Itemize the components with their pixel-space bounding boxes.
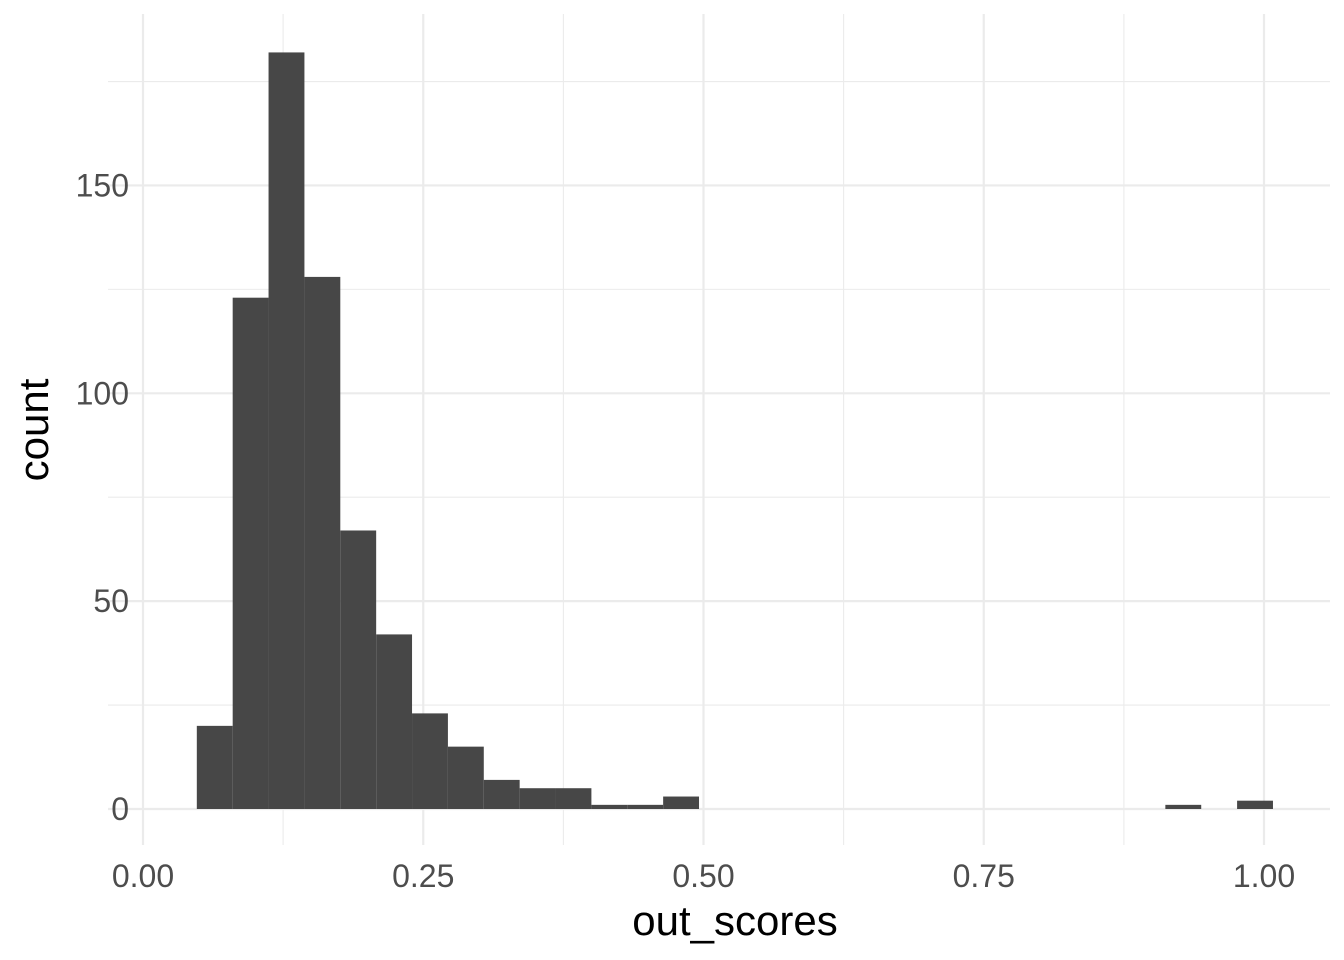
x-axis-title: out_scores [632,897,837,944]
histogram-bar [1165,804,1202,809]
major-gridlines-x [141,14,1266,845]
histogram-bar [663,796,700,809]
histogram-bar [268,52,305,809]
histogram-bar [555,788,592,809]
histogram-bar [232,297,269,809]
histogram-bar [627,804,664,809]
y-tick-label: 100 [76,375,129,411]
x-axis-tick-labels: 0.00 0.25 0.50 0.75 1.00 [112,858,1295,894]
x-tick-label: 1.00 [1233,858,1295,894]
histogram-bar [591,804,628,809]
x-tick-label: 0.75 [953,858,1015,894]
x-tick-label: 0.00 [112,858,174,894]
histogram-bar [1237,800,1273,809]
histogram-bar [304,276,341,809]
histogram-bar [447,746,484,809]
histogram-bar [412,713,448,809]
histogram-bar [376,634,413,809]
histogram-bar [196,725,233,809]
histogram-bar [519,788,556,809]
histogram-bar [483,779,520,809]
y-axis-tick-labels: 0 50 100 150 [76,167,129,827]
y-tick-label: 150 [76,167,129,203]
y-tick-label: 0 [111,791,129,827]
x-tick-label: 0.50 [672,858,734,894]
x-tick-label: 0.25 [392,858,454,894]
histogram-bars [196,52,1273,809]
histogram-bar [340,530,377,809]
y-tick-label: 50 [93,583,129,619]
y-axis-title: count [10,378,57,481]
